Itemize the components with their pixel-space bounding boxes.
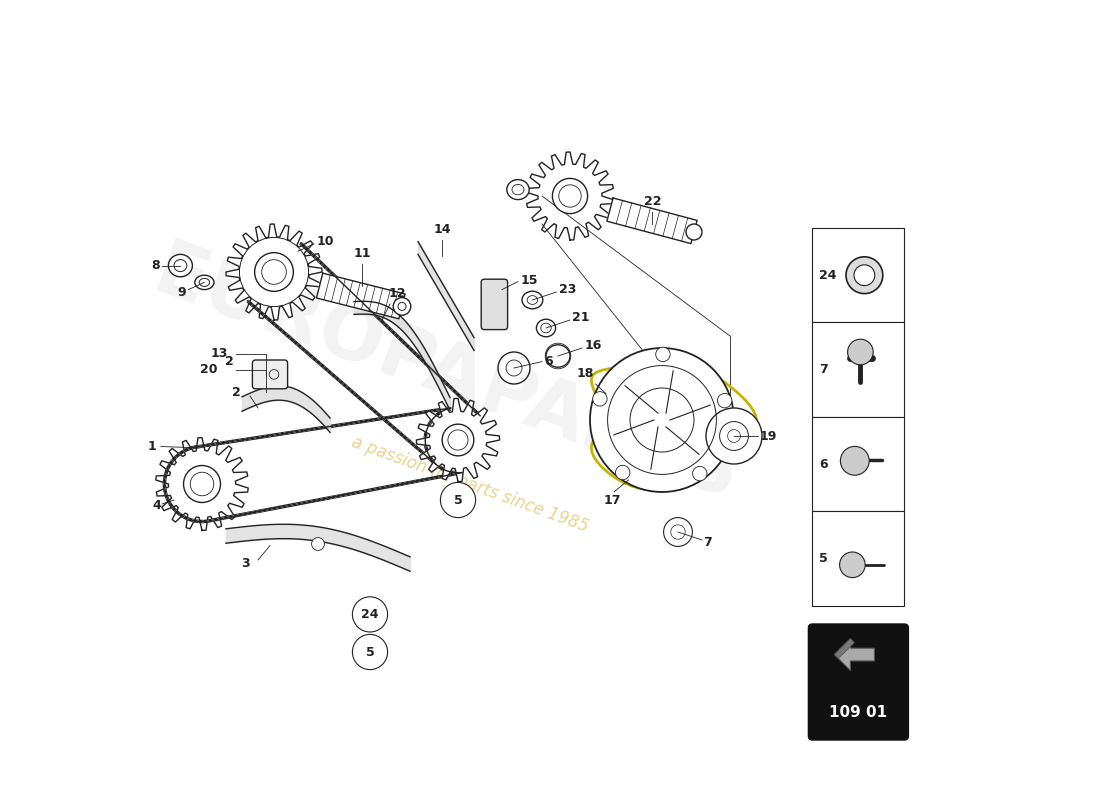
Circle shape: [184, 466, 220, 502]
Text: 22: 22: [644, 195, 661, 208]
Text: 24: 24: [361, 608, 378, 621]
Polygon shape: [156, 438, 249, 530]
Text: 9: 9: [177, 286, 186, 298]
Polygon shape: [526, 152, 614, 240]
Ellipse shape: [546, 345, 570, 367]
Text: 14: 14: [433, 223, 451, 236]
Text: 7: 7: [818, 363, 827, 376]
Circle shape: [590, 348, 734, 492]
Bar: [813, 417, 904, 511]
Circle shape: [552, 178, 587, 214]
Text: 12: 12: [388, 287, 406, 300]
Text: EUROPAPARTS: EUROPAPARTS: [144, 236, 748, 516]
Text: 20: 20: [200, 363, 218, 376]
Text: 109 01: 109 01: [829, 705, 888, 720]
FancyBboxPatch shape: [808, 624, 909, 740]
Text: 2: 2: [232, 386, 241, 398]
Text: 13: 13: [211, 347, 229, 360]
Text: 7: 7: [704, 536, 713, 549]
Circle shape: [656, 347, 670, 362]
Polygon shape: [607, 198, 697, 243]
Text: 11: 11: [353, 247, 371, 260]
FancyBboxPatch shape: [252, 360, 287, 389]
Text: 3: 3: [241, 557, 250, 570]
Text: 5: 5: [365, 646, 374, 658]
Text: 8: 8: [151, 259, 160, 272]
Circle shape: [593, 392, 607, 406]
Text: 23: 23: [559, 283, 576, 296]
Circle shape: [442, 424, 474, 456]
Ellipse shape: [393, 298, 410, 315]
Text: 21: 21: [572, 311, 590, 324]
Text: 18: 18: [576, 367, 594, 380]
Polygon shape: [226, 224, 322, 320]
Text: 5: 5: [453, 494, 462, 506]
Polygon shape: [417, 398, 499, 482]
Circle shape: [840, 446, 869, 475]
Circle shape: [693, 466, 707, 481]
Ellipse shape: [507, 180, 529, 200]
Ellipse shape: [168, 254, 192, 277]
Text: 2: 2: [226, 355, 234, 368]
Ellipse shape: [686, 224, 702, 240]
Text: 10: 10: [317, 235, 334, 248]
Circle shape: [440, 482, 475, 518]
Text: a passion for parts since 1985: a passion for parts since 1985: [349, 433, 591, 535]
Circle shape: [352, 634, 387, 670]
Circle shape: [848, 339, 873, 365]
Polygon shape: [835, 638, 874, 670]
Circle shape: [352, 597, 387, 632]
Text: 15: 15: [520, 274, 538, 286]
Polygon shape: [317, 273, 405, 319]
Bar: [813, 511, 904, 606]
Ellipse shape: [522, 291, 542, 309]
Circle shape: [498, 352, 530, 384]
Text: 5: 5: [818, 552, 827, 565]
Circle shape: [254, 253, 294, 291]
Text: 4: 4: [153, 499, 162, 512]
Circle shape: [616, 466, 630, 480]
Text: 16: 16: [584, 339, 602, 352]
Text: 19: 19: [760, 430, 777, 442]
Circle shape: [839, 552, 866, 578]
Text: 6: 6: [818, 458, 827, 470]
Text: 1: 1: [147, 440, 156, 453]
FancyBboxPatch shape: [481, 279, 507, 330]
Bar: [813, 322, 904, 417]
Ellipse shape: [537, 319, 556, 337]
Text: 6: 6: [544, 355, 553, 368]
Text: 17: 17: [604, 494, 622, 507]
Circle shape: [846, 257, 883, 294]
Polygon shape: [835, 638, 855, 658]
Bar: [813, 228, 904, 322]
Circle shape: [706, 408, 762, 464]
Ellipse shape: [195, 275, 214, 290]
Circle shape: [854, 265, 874, 286]
Circle shape: [311, 538, 324, 550]
Text: 24: 24: [818, 269, 836, 282]
Circle shape: [717, 394, 732, 408]
Circle shape: [663, 518, 692, 546]
